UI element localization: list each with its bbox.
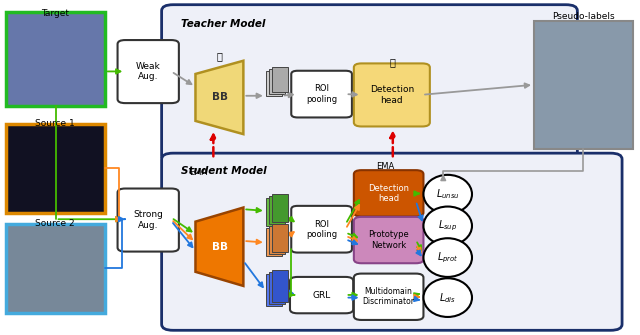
Text: GRL: GRL [312, 290, 331, 299]
Bar [272, 270, 288, 302]
Bar [269, 196, 285, 224]
Text: ROI
pooling: ROI pooling [306, 219, 337, 239]
FancyBboxPatch shape [162, 153, 622, 330]
FancyBboxPatch shape [290, 277, 353, 313]
Text: 🔒: 🔒 [389, 57, 395, 67]
Text: $L_{dis}$: $L_{dis}$ [439, 291, 456, 305]
Bar [266, 227, 282, 256]
Text: Prototype
Network: Prototype Network [368, 230, 409, 250]
FancyBboxPatch shape [118, 189, 179, 252]
Bar [6, 124, 105, 212]
FancyBboxPatch shape [354, 274, 424, 320]
FancyBboxPatch shape [354, 63, 430, 127]
Text: $L_{sup}$: $L_{sup}$ [438, 219, 458, 233]
Text: EMA: EMA [376, 162, 394, 172]
Text: Source 2: Source 2 [35, 219, 75, 228]
FancyBboxPatch shape [354, 170, 424, 216]
FancyBboxPatch shape [291, 206, 352, 253]
FancyBboxPatch shape [118, 40, 179, 103]
Polygon shape [195, 61, 243, 134]
Polygon shape [195, 208, 243, 286]
FancyBboxPatch shape [291, 71, 352, 118]
Text: Detection
head: Detection head [370, 85, 414, 105]
Bar [266, 198, 282, 226]
Bar [269, 272, 285, 304]
Bar [269, 69, 285, 94]
Bar [272, 223, 288, 252]
Bar [6, 12, 105, 106]
Bar [6, 224, 105, 313]
Text: Target: Target [42, 9, 69, 18]
Text: Detection
head: Detection head [368, 184, 409, 203]
Text: 🔒: 🔒 [216, 51, 222, 61]
Text: $L_{unsu}$: $L_{unsu}$ [436, 187, 460, 201]
Text: BB: BB [212, 242, 228, 252]
Text: Strong
Aug.: Strong Aug. [133, 210, 163, 230]
Text: Multidomain
Discriminator: Multidomain Discriminator [363, 287, 415, 307]
Text: Student Model: Student Model [181, 166, 267, 176]
Bar [272, 194, 288, 222]
Text: Source 1: Source 1 [35, 119, 75, 128]
Ellipse shape [424, 175, 472, 213]
Text: BB: BB [212, 92, 228, 103]
Ellipse shape [424, 207, 472, 245]
Text: Teacher Model: Teacher Model [181, 19, 266, 29]
Ellipse shape [424, 278, 472, 317]
Ellipse shape [424, 238, 472, 277]
Text: EMA: EMA [189, 168, 207, 177]
Bar [266, 274, 282, 306]
Text: $L_{prot}$: $L_{prot}$ [437, 250, 458, 265]
Bar [272, 67, 288, 92]
Bar [266, 71, 282, 96]
Text: ROI
pooling: ROI pooling [306, 84, 337, 104]
Bar [534, 21, 633, 149]
Bar [269, 225, 285, 254]
FancyBboxPatch shape [162, 5, 577, 162]
FancyBboxPatch shape [354, 217, 424, 263]
Text: Pseudo-labels: Pseudo-labels [552, 12, 615, 21]
Text: Weak
Aug.: Weak Aug. [136, 62, 161, 81]
